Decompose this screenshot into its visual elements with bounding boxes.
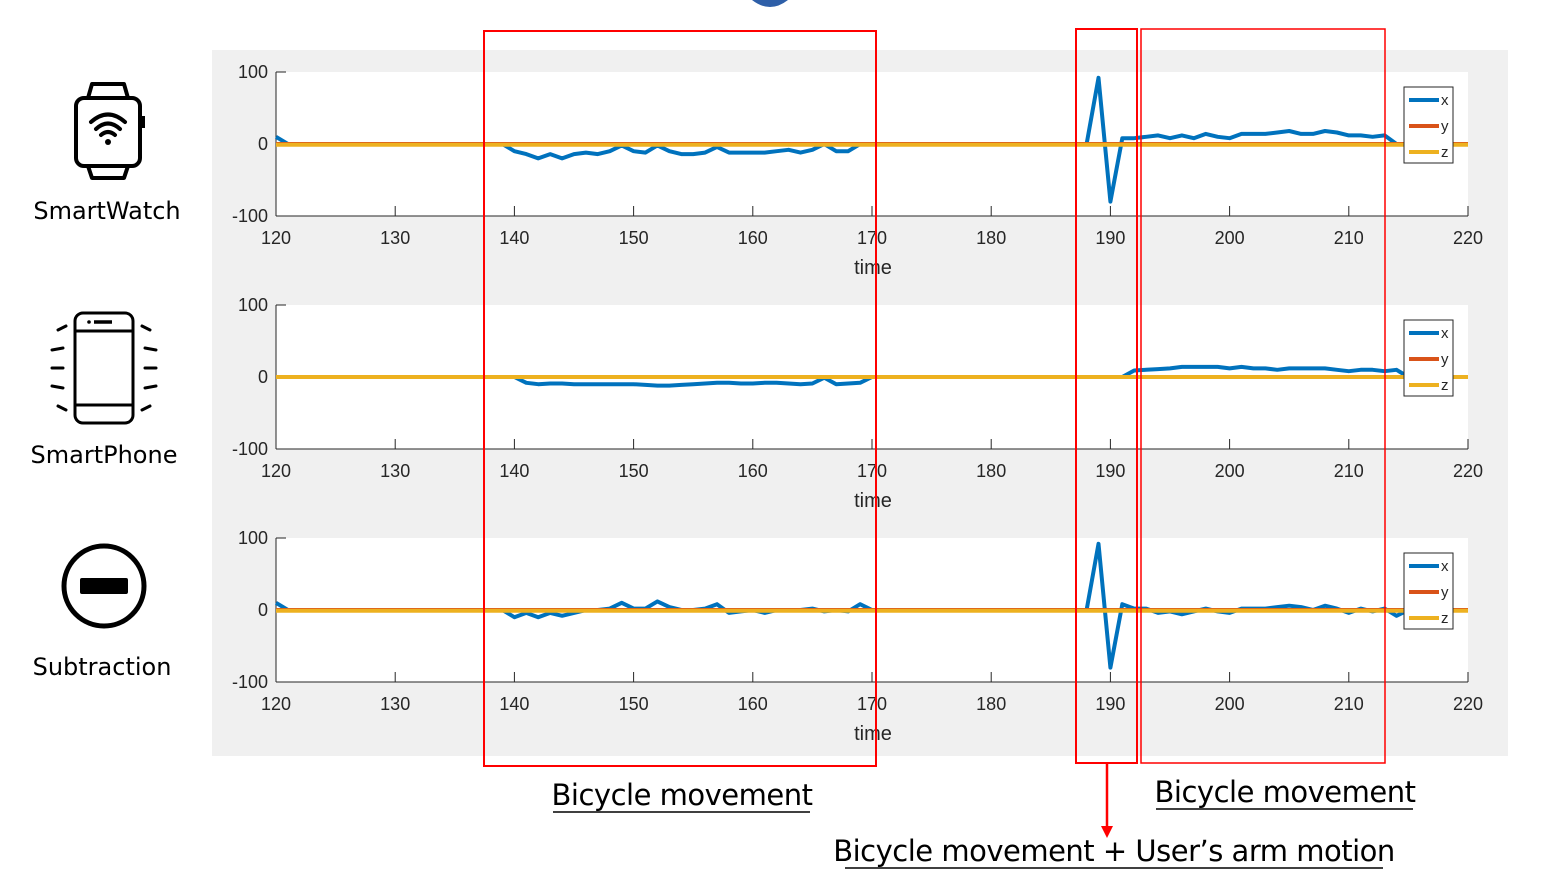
smartphone-x-tick-label: 210 [1334, 461, 1364, 481]
subtraction-legend-label-y: y [1441, 584, 1449, 601]
smartphone-legend-label-z: z [1441, 377, 1449, 394]
annotation-arrow [1101, 763, 1113, 838]
smartphone-legend-label-y: y [1441, 351, 1449, 368]
smartwatch-y-tick-label: -100 [232, 206, 268, 226]
smartwatch-icon [74, 82, 145, 180]
subtraction-legend: xyz [1403, 552, 1454, 630]
smartwatch-x-tick-label: 130 [380, 228, 410, 248]
smartphone-x-axis-title: time [854, 490, 892, 512]
smartwatch-y-tick-label: 100 [238, 62, 268, 82]
subtraction-y-tick-label: -100 [232, 672, 268, 692]
highlight-box-left [483, 30, 877, 767]
smartphone-x-tick-label: 220 [1453, 461, 1483, 481]
subtraction-x-tick-label: 180 [976, 694, 1006, 714]
subtraction-x-tick-label: 150 [619, 694, 649, 714]
smartwatch-y-tick-label: 0 [258, 134, 268, 154]
smartphone-legend: xyz [1403, 319, 1454, 397]
smartphone-y-tick-label: 0 [258, 367, 268, 387]
smartwatch-legend-label-y: y [1441, 118, 1449, 135]
smartphone-icon [50, 311, 158, 425]
subtraction-x-tick-label: 170 [857, 694, 887, 714]
subtraction-label: Subtraction [33, 653, 172, 681]
smartphone-x-tick-label: 120 [261, 461, 291, 481]
subtraction-legend-label-z: z [1441, 610, 1449, 627]
subtraction-y-tick-label: 0 [258, 600, 268, 620]
smartwatch-x-tick-label: 220 [1453, 228, 1483, 248]
smartphone-series-x-line [276, 364, 1468, 388]
subtraction-x-tick-label: 160 [738, 694, 768, 714]
smartwatch-x-tick-label: 140 [499, 228, 529, 248]
smartwatch-x-tick-label: 120 [261, 228, 291, 248]
smartphone-x-tick-label: 160 [738, 461, 768, 481]
subtraction-x-tick-label: 220 [1453, 694, 1483, 714]
subtraction-x-tick-label: 210 [1334, 694, 1364, 714]
annotation-right: Bicycle movement [1155, 775, 1416, 809]
smartwatch-series-x-line [274, 75, 1468, 204]
smartwatch-x-tick-label: 210 [1334, 228, 1364, 248]
smartphone-plot: 120 130 140 150 160 170 180 190 200 210 220 100 0 -10… [232, 295, 1483, 512]
subtraction-x-tick-label: 190 [1095, 694, 1125, 714]
subtraction-y-tick-label: 100 [238, 528, 268, 548]
smartwatch-legend: xyz [1403, 86, 1454, 164]
subtraction-icon [61, 543, 147, 629]
subtraction-x-axis-title: time [854, 723, 892, 745]
smartwatch-x-tick-label: 170 [857, 228, 887, 248]
smartwatch-x-tick-label: 200 [1215, 228, 1245, 248]
annotation-bottom: Bicycle movement + User’s arm motion [833, 834, 1395, 868]
smartwatch-label: SmartWatch [33, 197, 180, 225]
smartwatch-x-axis-title: time [854, 257, 892, 279]
smartphone-x-tick-label: 140 [499, 461, 529, 481]
smartphone-label: SmartPhone [31, 441, 178, 469]
smartphone-x-tick-label: 150 [619, 461, 649, 481]
subtraction-x-tick-label: 130 [380, 694, 410, 714]
smartwatch-x-tick-label: 160 [738, 228, 768, 248]
smartphone-y-tick-label: -100 [232, 439, 268, 459]
smartwatch-x-tick-label: 150 [619, 228, 649, 248]
smartphone-x-tick-label: 200 [1215, 461, 1245, 481]
smartphone-x-tick-label: 190 [1095, 461, 1125, 481]
subtraction-x-tick-label: 140 [499, 694, 529, 714]
smartwatch-legend-label-x: x [1441, 92, 1449, 109]
top-blue-shape-fragment [752, 0, 788, 7]
smartwatch-plot: 120 130 140 150 160 170 180 190 200 210 220 100 0 -10… [232, 62, 1483, 279]
smartphone-x-tick-label: 130 [380, 461, 410, 481]
subtraction-x-tick-label: 200 [1215, 694, 1245, 714]
smartwatch-x-tick-label: 190 [1095, 228, 1125, 248]
highlight-box-right [1140, 28, 1386, 764]
smartphone-y-tick-label: 100 [238, 295, 268, 315]
subtraction-plot: 120 130 140 150 160 170 180 190 200 210 220 100 0 -10… [232, 528, 1483, 745]
smartphone-x-tick-label: 180 [976, 461, 1006, 481]
smartwatch-x-tick-label: 180 [976, 228, 1006, 248]
smartphone-legend-label-x: x [1441, 325, 1449, 342]
subtraction-x-tick-label: 120 [261, 694, 291, 714]
smartphone-x-tick-label: 170 [857, 461, 887, 481]
annotation-left: Bicycle movement [552, 778, 813, 812]
subtraction-legend-label-x: x [1441, 558, 1449, 575]
smartwatch-legend-label-z: z [1441, 144, 1449, 161]
